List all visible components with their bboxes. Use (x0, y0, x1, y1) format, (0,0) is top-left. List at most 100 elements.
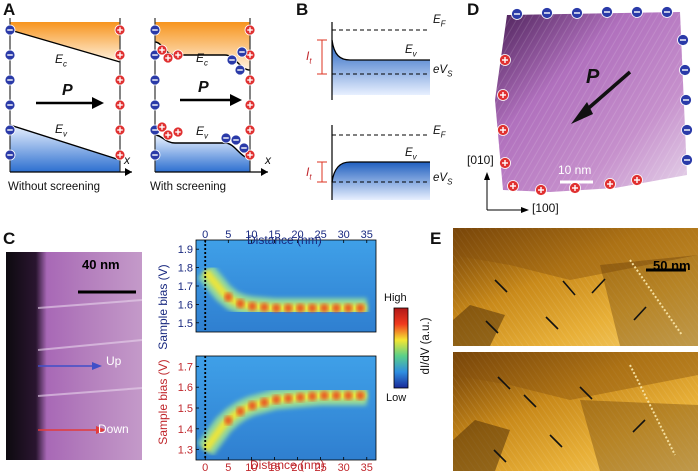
panel-e-images (453, 228, 698, 471)
screening-electron (238, 142, 250, 154)
y-tick-label: 1.5 (178, 403, 193, 415)
colorbar (393, 307, 409, 389)
heatmap-top: 0 5 10 15 20 25 30 35 1.9 1.8 1.7 1.6 1.5 (178, 229, 377, 333)
panel-b-label: B (296, 0, 309, 19)
x-tick-label: 25 (314, 229, 326, 241)
y-tick-label: 1.9 (178, 244, 193, 256)
negative-charge (4, 49, 16, 61)
panel-d-axis-100: [100] (532, 201, 559, 215)
heatmap-peak (356, 303, 365, 313)
x-tick-label: 30 (338, 229, 350, 241)
panel-b-bottom-it: It (306, 165, 312, 182)
heatmap-peak (236, 299, 245, 309)
positive-charge (497, 124, 509, 136)
positive-charge (244, 99, 256, 111)
negative-charge (4, 74, 16, 86)
x-tick-label: 5 (225, 462, 231, 474)
positive-charge (244, 149, 256, 161)
panel-e-top-image (453, 228, 698, 346)
positive-charge (114, 74, 126, 86)
panel-a-left (9, 18, 132, 176)
heatmap-peak (296, 303, 305, 313)
negative-charge (677, 34, 689, 46)
x-tick-label: 10 (245, 229, 257, 241)
positive-charge (507, 180, 519, 192)
panel-e-arrows (485, 278, 647, 463)
positive-charge (499, 157, 511, 169)
screening-electron (230, 134, 242, 146)
panel-a-left-ev: Ev (55, 122, 68, 139)
negative-charge (149, 74, 161, 86)
panel-b-top-evs: eVS (433, 64, 453, 79)
screening-electron (220, 132, 232, 144)
positive-charge (114, 49, 126, 61)
screening-electron (226, 54, 238, 66)
heatmap-peak (308, 303, 317, 313)
heatmap-bottom-xlabel: Distance (nm) (250, 458, 325, 472)
negative-charge (680, 94, 692, 106)
panel-a-right-x: x (265, 153, 271, 167)
heatmap-peak (332, 391, 341, 401)
heatmap-bottom: 0 5 10 15 20 25 30 35 1.7 1.6 1.5 1.4 1.3 (178, 355, 377, 474)
negative-charge (511, 8, 523, 20)
panel-b-diagram (317, 22, 430, 200)
x-tick-label: 0 (202, 229, 208, 241)
panel-d-charges (497, 6, 693, 196)
panel-b-bottom-evs: eVS (433, 172, 453, 187)
heatmap-peak (260, 302, 269, 312)
negative-charge (149, 99, 161, 111)
panel-a-left-ec: Ec (55, 52, 68, 69)
heatmap-peak (356, 391, 365, 401)
x-tick-label: 35 (361, 462, 373, 474)
panel-d-p: P (586, 66, 600, 88)
y-tick-label: 1.5 (178, 318, 193, 330)
screening-hole (162, 129, 174, 141)
panel-c-image (6, 252, 143, 460)
heatmap-peak (224, 292, 233, 302)
heatmap-peak (248, 401, 257, 411)
heatmap-peak (260, 397, 269, 407)
negative-charge (681, 154, 693, 166)
heatmap-peak (224, 415, 233, 425)
screening-hole (156, 121, 168, 133)
y-tick-label: 1.7 (178, 361, 193, 373)
panel-a-right-p: P (198, 79, 209, 96)
positive-charge (114, 124, 126, 136)
negative-charge (149, 149, 161, 161)
panel-a-charges (4, 24, 256, 161)
panel-b-bottom-ev: Ev (405, 147, 417, 162)
negative-charge (4, 149, 16, 161)
panel-a-left-caption: Without screening (8, 181, 101, 193)
heatmap-peak (308, 391, 317, 401)
panel-d-axis-010: [010] (467, 153, 494, 167)
x-tick-label: 10 (245, 462, 257, 474)
y-tick-label: 1.6 (178, 299, 193, 311)
negative-charge (149, 24, 161, 36)
x-tick-label: 5 (225, 229, 231, 241)
negative-charge (631, 6, 643, 18)
panel-a-right-ev: Ev (196, 124, 209, 141)
positive-charge (631, 174, 643, 186)
heatmap-peak (272, 303, 281, 313)
positive-charge (244, 124, 256, 136)
heatmap-peak (332, 303, 341, 313)
negative-charge (4, 99, 16, 111)
x-tick-label: 15 (268, 462, 280, 474)
heatmap-top-xlabel: Distance (nm) (247, 233, 322, 247)
screening-hole (162, 52, 174, 64)
x-tick-label: 0 (202, 462, 208, 474)
panel-e-bottom-image (453, 352, 698, 471)
heatmap-peak (296, 392, 305, 402)
heatmap-peak (272, 395, 281, 405)
positive-charge (535, 184, 547, 196)
positive-charge (244, 24, 256, 36)
positive-charge (244, 74, 256, 86)
heatmap-top-ylabel: Sample bias (V) (156, 264, 170, 350)
panel-a-label: A (3, 0, 16, 19)
heatmap-peak (344, 391, 353, 401)
positive-charge (114, 24, 126, 36)
heatmap-peak (284, 303, 293, 313)
screening-hole (156, 44, 168, 56)
panel-a-left-p: P (62, 82, 73, 99)
y-tick-label: 1.7 (178, 281, 193, 293)
